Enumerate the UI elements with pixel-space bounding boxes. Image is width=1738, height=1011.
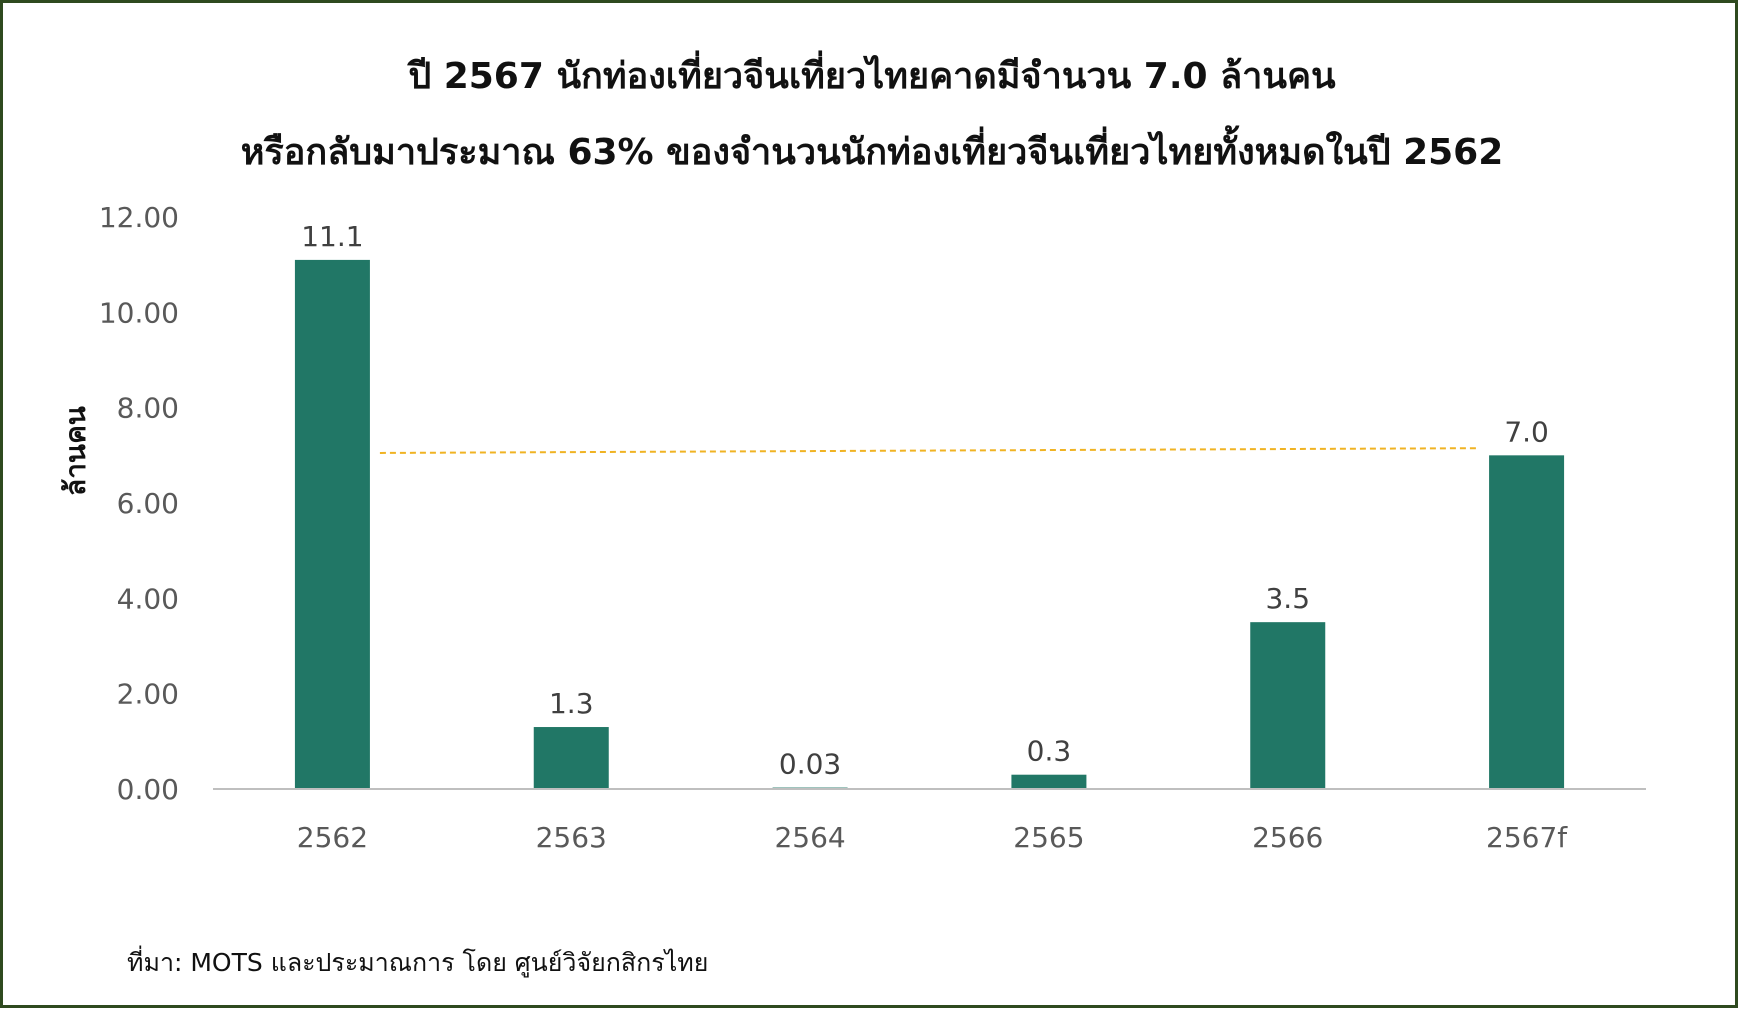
y-tick-label: 2.00	[117, 678, 179, 711]
bar-chart: 0.00 2.00 4.00 6.00 8.00 10.00 12.00 11.1 1.3 0.…	[59, 201, 1646, 854]
data-labels-group: 11.1 1.3 0.03 0.3 3.5 7.0	[301, 220, 1549, 781]
bars-group	[294, 259, 1565, 789]
bar	[1011, 774, 1087, 789]
data-label: 11.1	[301, 220, 363, 253]
y-tick-label: 12.00	[99, 201, 179, 234]
x-axis: 2562 2563 2564 2565 2566 2567f	[213, 788, 1646, 854]
bar	[1250, 622, 1326, 789]
x-tick-label: 2566	[1252, 821, 1323, 854]
bar	[294, 259, 370, 789]
reference-line-group	[379, 447, 1480, 454]
data-label: 3.5	[1265, 582, 1310, 615]
chart-subtitle: หรือกลับมาประมาณ 63% ของจำนวนนักท่องเที่…	[240, 132, 1504, 173]
y-tick-label: 6.00	[117, 487, 179, 520]
y-axis: 0.00 2.00 4.00 6.00 8.00 10.00 12.00	[99, 201, 179, 806]
y-tick-label: 4.00	[117, 582, 179, 615]
x-tick-label: 2564	[774, 821, 845, 854]
reference-line	[379, 447, 1480, 454]
x-tick-label: 2565	[1013, 821, 1084, 854]
x-tick-label: 2567f	[1486, 821, 1568, 854]
y-tick-label: 0.00	[117, 773, 179, 806]
data-label: 1.3	[549, 687, 594, 720]
bar	[1489, 455, 1565, 789]
data-label: 0.03	[779, 748, 841, 781]
chart-title: ปี 2567 นักท่องเที่ยวจีนเที่ยวไทยคาดมีจำ…	[408, 56, 1336, 97]
y-tick-label: 8.00	[117, 392, 179, 425]
y-axis-title: ล้านคน	[59, 406, 92, 496]
y-tick-label: 10.00	[99, 296, 179, 329]
x-tick-label: 2563	[536, 821, 607, 854]
data-label: 0.3	[1027, 735, 1072, 768]
bar	[533, 727, 609, 789]
x-tick-label: 2562	[297, 821, 368, 854]
data-label: 7.0	[1504, 415, 1549, 448]
source-note: ที่มา: MOTS และประมาณการ โดย ศูนย์วิจัยก…	[127, 948, 709, 977]
